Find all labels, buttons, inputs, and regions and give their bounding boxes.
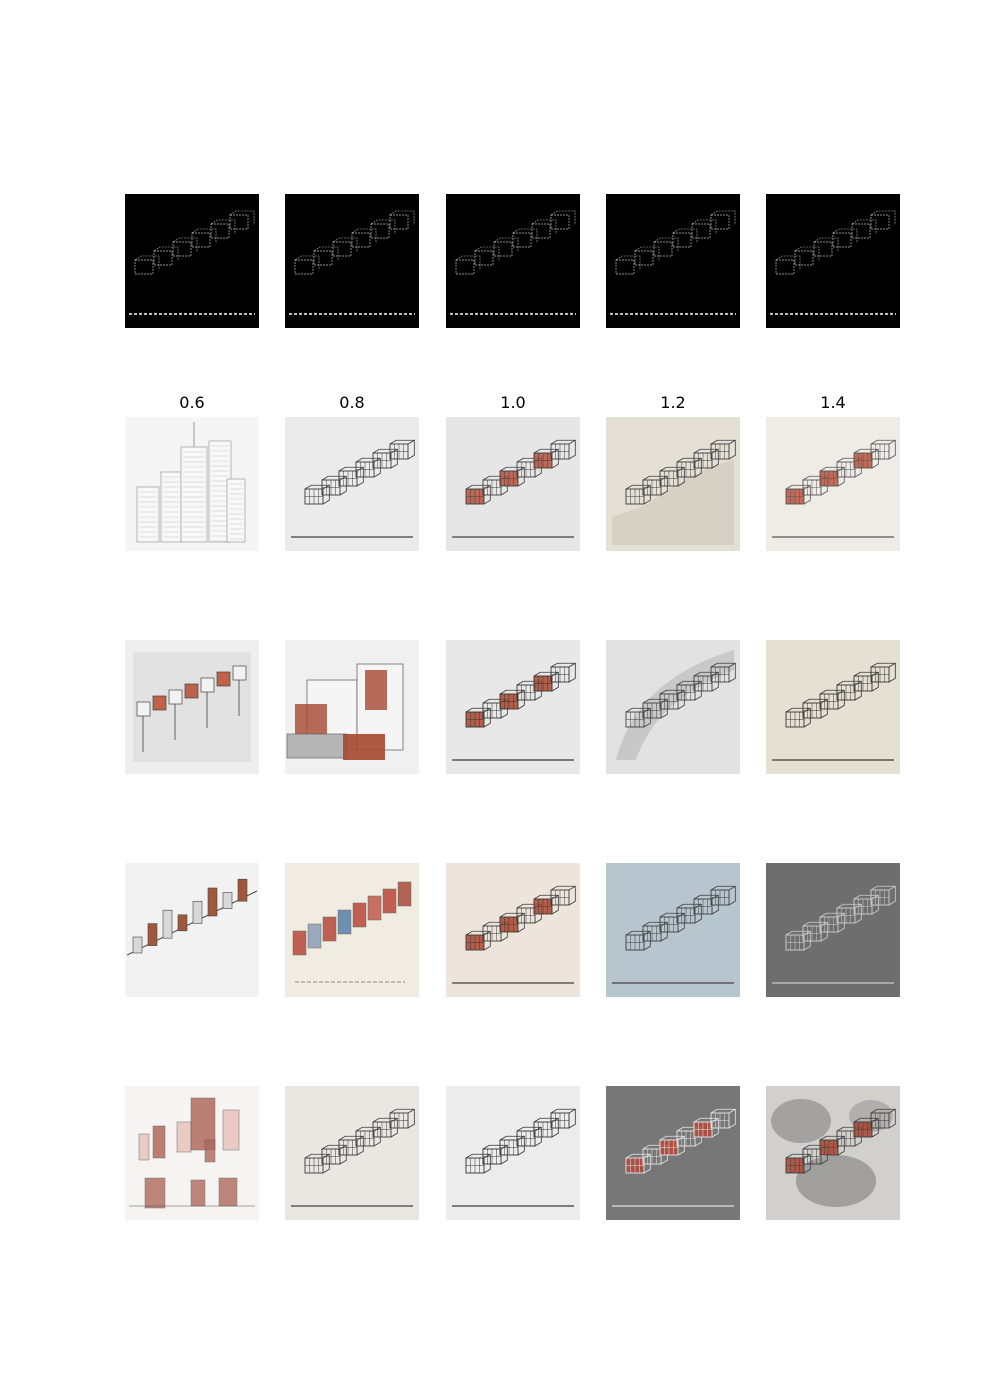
image-tile-r0-c1 <box>285 194 419 328</box>
image-tile-r1-c4 <box>766 417 900 551</box>
sketch-steps-image <box>446 417 580 551</box>
sketch-steps-image <box>766 1086 900 1220</box>
image-tile-r2-c0 <box>125 640 259 774</box>
sketch-slope-color-image <box>285 863 419 997</box>
image-tile-r4-c1 <box>285 1086 419 1220</box>
edge-map-image <box>125 194 259 328</box>
sketch-steps-image <box>606 640 740 774</box>
image-tile-r3-c1 <box>285 863 419 997</box>
image-tile-r0-c4 <box>766 194 900 328</box>
edge-map-image <box>766 194 900 328</box>
image-tile-r4-c3 <box>606 1086 740 1220</box>
image-tile-r3-c2 <box>446 863 580 997</box>
image-tile-r0-c3 <box>606 194 740 328</box>
sketch-steps-image <box>606 1086 740 1220</box>
sketch-steps-image <box>606 417 740 551</box>
column-label-3: 1.2 <box>606 393 740 413</box>
image-tile-r2-c3 <box>606 640 740 774</box>
image-tile-r0-c2 <box>446 194 580 328</box>
image-tile-r1-c1 <box>285 417 419 551</box>
sketch-slope-image <box>125 863 259 997</box>
sketch-hillside-image <box>125 640 259 774</box>
column-label-0: 0.6 <box>125 393 259 413</box>
edge-map-image <box>285 194 419 328</box>
sketch-steps-image <box>766 417 900 551</box>
sketch-facades-image <box>125 1086 259 1220</box>
sketch-steps-image <box>446 640 580 774</box>
image-tile-r2-c2 <box>446 640 580 774</box>
sketch-steps-image <box>766 863 900 997</box>
column-label-4: 1.4 <box>766 393 900 413</box>
edge-map-image <box>606 194 740 328</box>
image-tile-r1-c3 <box>606 417 740 551</box>
sketch-steps-image <box>446 863 580 997</box>
sketch-steps-image <box>446 1086 580 1220</box>
image-tile-r3-c4 <box>766 863 900 997</box>
sketch-blocks-image <box>285 640 419 774</box>
image-tile-r4-c4 <box>766 1086 900 1220</box>
image-tile-r4-c2 <box>446 1086 580 1220</box>
edge-map-image <box>446 194 580 328</box>
image-tile-r0-c0 <box>125 194 259 328</box>
sketch-steps-image <box>285 417 419 551</box>
image-tile-r3-c0 <box>125 863 259 997</box>
image-tile-r2-c4 <box>766 640 900 774</box>
column-label-2: 1.0 <box>446 393 580 413</box>
image-tile-r2-c1 <box>285 640 419 774</box>
image-tile-r3-c3 <box>606 863 740 997</box>
image-tile-r1-c2 <box>446 417 580 551</box>
sketch-steps-image <box>766 640 900 774</box>
pencil-skyscrapers-image <box>125 417 259 551</box>
sketch-steps-image <box>285 1086 419 1220</box>
sketch-steps-image <box>606 863 740 997</box>
image-tile-r4-c0 <box>125 1086 259 1220</box>
image-tile-r1-c0 <box>125 417 259 551</box>
column-label-1: 0.8 <box>285 393 419 413</box>
